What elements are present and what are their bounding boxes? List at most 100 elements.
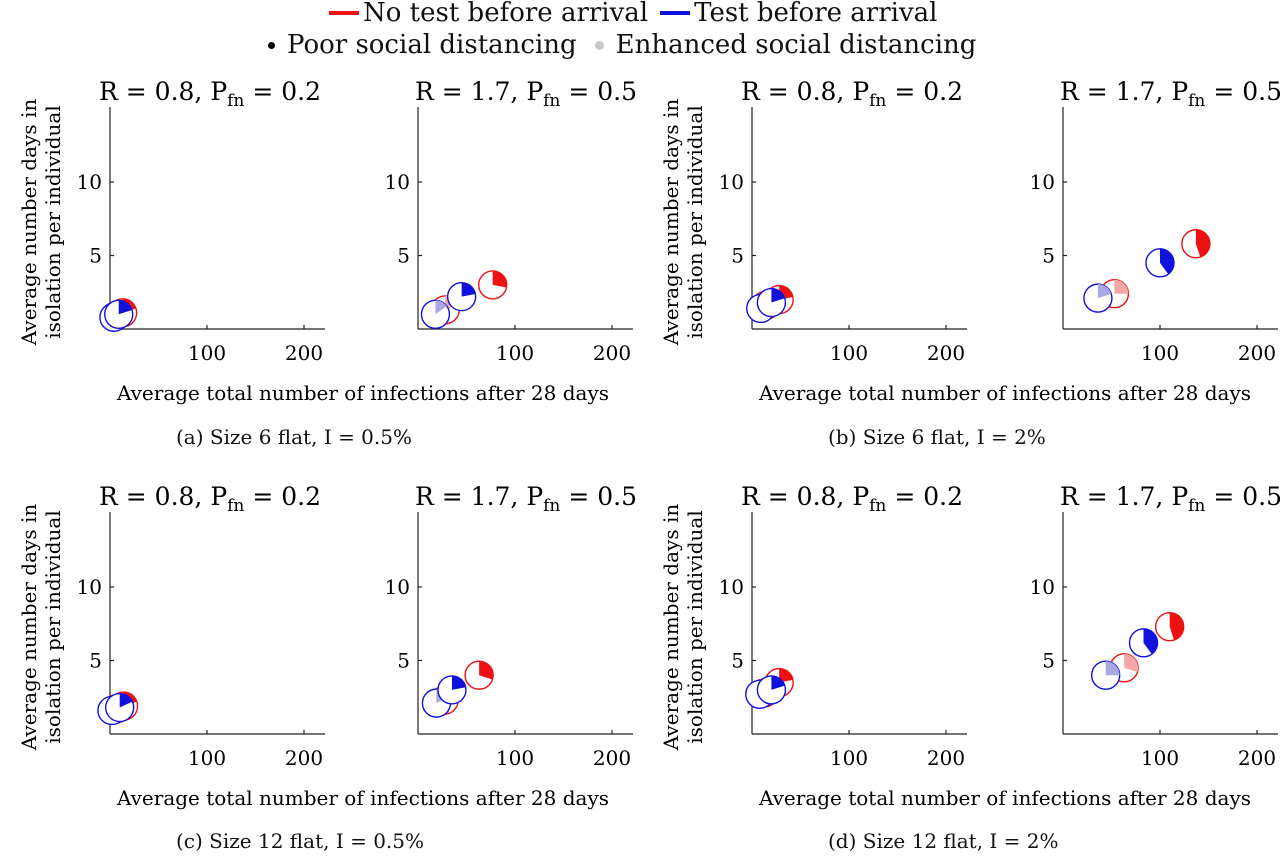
panel-d-subplot-1: 100 200 5 10 R = 0.8, Pfn = 0.2 [719, 482, 967, 770]
x-tick-label: 200 [1238, 341, 1276, 365]
legend: No test before arrival Test before arriv… [0, 0, 1280, 62]
y-tick-label: 10 [719, 575, 744, 599]
no-test-point [1099, 279, 1130, 309]
no-test-point [764, 667, 794, 698]
subplot-title: R = 1.7, Pfn = 0.5 [1060, 77, 1280, 111]
x-tick-label: 100 [1141, 746, 1179, 770]
panel-d-ylabel-line2: isolation per individual [683, 510, 707, 743]
panel-c-xlabel: Average total number of infections after… [116, 786, 609, 810]
test-point [756, 675, 787, 705]
legend-no-test-swatch [329, 11, 359, 15]
panel-d-caption: (d) Size 12 flat, I = 2% [828, 829, 1059, 853]
test-point [756, 287, 787, 318]
panel-b-subplot-2: 100 200 5 10 R = 1.7, Pfn = 0.5 [1030, 77, 1280, 365]
subplot-title: R = 0.8, Pfn = 0.2 [741, 77, 963, 111]
x-tick-label: 100 [496, 746, 534, 770]
panel-b-ylabel-line1: Average number days in [659, 99, 683, 347]
panel-d-ylabel-line1: Average number days in [659, 504, 683, 752]
subplot-title: R = 1.7, Pfn = 0.5 [415, 482, 637, 516]
x-tick-label: 200 [285, 341, 323, 365]
y-tick-label: 10 [385, 575, 410, 599]
panel-a-xlabel: Average total number of infections after… [116, 381, 609, 405]
test-point [437, 675, 467, 705]
no-test-point [101, 694, 131, 724]
panel-b-caption: (b) Size 6 flat, I = 2% [828, 425, 1046, 449]
subplot-title: R = 0.8, Pfn = 0.2 [99, 77, 321, 111]
panel-b-subplot-1: 100 200 5 10 R = 0.8, Pfn = 0.2 [719, 77, 967, 365]
test-point [745, 679, 775, 710]
test-point [104, 299, 134, 329]
y-tick-label: 5 [731, 649, 744, 673]
panel-c-ylabel-line2: isolation per individual [41, 510, 65, 743]
test-point [746, 293, 776, 324]
x-tick-label: 200 [593, 341, 631, 365]
no-test-point [101, 301, 131, 331]
x-tick-label: 200 [927, 746, 965, 770]
y-tick-label: 5 [89, 244, 102, 268]
y-tick-label: 10 [385, 170, 410, 194]
no-test-point [749, 678, 780, 708]
panel-b-xlabel: Average total number of infections after… [758, 381, 1251, 405]
no-test-point [429, 685, 459, 715]
panel-a-caption: (a) Size 6 flat, I = 0.5% [176, 425, 412, 449]
test-point [1145, 248, 1175, 278]
legend-enhanced-label: Enhanced social distancing [615, 30, 977, 60]
panel-c-subplot-1: 100 200 5 10 R = 0.8, Pfn = 0.2 [77, 482, 325, 770]
panel-a-subplot-2: 100 200 5 10 R = 1.7, Pfn = 0.5 [385, 77, 637, 365]
no-test-point [1181, 229, 1211, 259]
subplot-title: R = 0.8, Pfn = 0.2 [99, 482, 321, 516]
test-point [1090, 660, 1121, 690]
no-test-point [1154, 611, 1185, 642]
y-tick-label: 10 [719, 170, 744, 194]
test-point [104, 692, 135, 723]
legend-poor-marker [268, 41, 275, 49]
y-tick-label: 10 [77, 170, 102, 194]
panel-a-ylabel-line2: isolation per individual [41, 105, 65, 338]
no-test-point [750, 290, 781, 321]
y-tick-label: 5 [731, 244, 744, 268]
x-tick-label: 200 [593, 746, 631, 770]
legend-row-test: No test before arrival Test before arriv… [329, 0, 937, 28]
no-test-point [430, 295, 460, 325]
y-tick-label: 5 [1042, 244, 1055, 268]
no-test-point [477, 270, 508, 300]
no-test-point [464, 660, 494, 690]
subplot-title: R = 0.8, Pfn = 0.2 [741, 482, 963, 516]
legend-test-label: Test before arrival [694, 0, 938, 28]
no-test-point [764, 284, 794, 315]
test-point [97, 695, 127, 726]
test-point [420, 299, 451, 329]
no-test-point [107, 298, 138, 328]
no-test-point [108, 691, 139, 721]
y-tick-label: 5 [397, 244, 410, 268]
test-point [1083, 283, 1113, 313]
y-tick-label: 5 [1042, 649, 1055, 673]
legend-enhanced-marker [594, 40, 604, 50]
x-tick-label: 100 [496, 341, 534, 365]
test-point [446, 281, 477, 312]
legend-row-distancing: Poor social distancing Enhanced social d… [262, 30, 976, 60]
panel-d-xlabel: Average total number of infections after… [758, 786, 1251, 810]
panel-a-subplot-1: 100 200 5 10 R = 0.8, Pfn = 0.2 [77, 77, 325, 365]
panel-c-ylabel-line1: Average number days in [17, 504, 41, 752]
x-tick-label: 100 [1141, 341, 1179, 365]
panel-c-caption: (c) Size 12 flat, I = 0.5% [176, 829, 424, 853]
test-point [1128, 628, 1159, 658]
panel-b-ylabel-line2: isolation per individual [683, 105, 707, 338]
panel-c-subplot-2: 100 200 5 10 R = 1.7, Pfn = 0.5 [385, 482, 637, 770]
x-tick-label: 100 [188, 341, 226, 365]
x-tick-label: 100 [830, 341, 868, 365]
subplot-title: R = 1.7, Pfn = 0.5 [1060, 482, 1280, 516]
x-tick-label: 200 [285, 746, 323, 770]
legend-test-swatch [660, 11, 691, 15]
subplot-title: R = 1.7, Pfn = 0.5 [415, 77, 637, 111]
y-tick-label: 10 [77, 575, 102, 599]
x-tick-label: 100 [830, 746, 868, 770]
y-tick-label: 10 [1030, 575, 1055, 599]
no-test-point [1109, 653, 1139, 683]
test-point [421, 688, 452, 718]
panel-d-subplot-2: 100 200 5 10 R = 1.7, Pfn = 0.5 [1030, 482, 1280, 770]
panel-a-ylabel-line1: Average number days in [17, 99, 41, 347]
legend-no-test-label: No test before arrival [363, 0, 649, 28]
y-tick-label: 5 [397, 649, 410, 673]
